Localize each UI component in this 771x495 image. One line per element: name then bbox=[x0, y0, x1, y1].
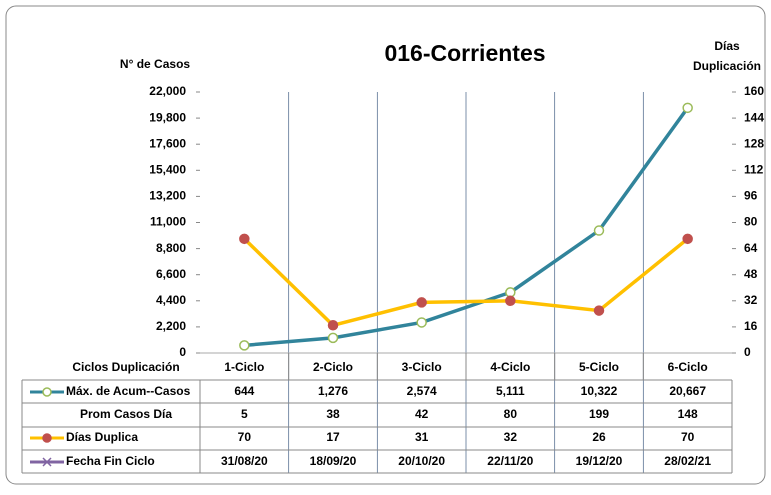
y-tick-label: 2,200 bbox=[156, 319, 186, 333]
x-tick-label: 5-Ciclo bbox=[579, 360, 619, 374]
y2-tick-label: 32 bbox=[744, 293, 758, 307]
table-cell: 19/12/20 bbox=[576, 454, 623, 468]
table-cell: 31 bbox=[415, 430, 429, 444]
y-tick-label: 8,800 bbox=[156, 241, 186, 255]
marker bbox=[505, 295, 516, 307]
y2-tick-label: 128 bbox=[744, 136, 764, 150]
marker bbox=[416, 297, 427, 308]
table-cell: 10,322 bbox=[581, 384, 618, 398]
y-tick-label: 11,000 bbox=[150, 215, 186, 229]
marker bbox=[327, 320, 339, 331]
table-cell: 2,574 bbox=[407, 384, 437, 398]
marker bbox=[327, 332, 339, 344]
marker bbox=[593, 305, 605, 316]
table-cell: 17 bbox=[326, 430, 340, 444]
legend-label: Días Duplica bbox=[66, 430, 138, 444]
x-tick-label: 3-Ciclo bbox=[402, 360, 442, 374]
y2-tick-label: 112 bbox=[744, 162, 764, 176]
table-cell: 5 bbox=[241, 407, 248, 421]
marker bbox=[682, 102, 693, 114]
y2-tick-label: 64 bbox=[744, 241, 758, 255]
y-tick-label: 19,800 bbox=[149, 110, 186, 124]
table-cell: 70 bbox=[681, 430, 695, 444]
y-tick-label: 6,600 bbox=[156, 267, 186, 281]
table-cell: 80 bbox=[504, 407, 518, 421]
y-tick-label: 13,200 bbox=[149, 189, 186, 203]
y2-tick-label: 48 bbox=[744, 267, 758, 281]
y2-tick-label: 144 bbox=[744, 110, 764, 124]
table-cell: 199 bbox=[589, 407, 609, 421]
marker bbox=[239, 340, 250, 351]
y-tick-label: 15,400 bbox=[149, 162, 186, 176]
table-cell: 42 bbox=[415, 407, 429, 421]
marker bbox=[682, 233, 693, 245]
y2-tick-label: 160 bbox=[744, 84, 764, 98]
marker bbox=[505, 287, 516, 298]
legend-label: Fecha Fin Ciclo bbox=[66, 454, 155, 468]
table-cell: 148 bbox=[678, 407, 698, 421]
line bbox=[243, 237, 689, 328]
y2-tick-label: 0 bbox=[744, 345, 751, 359]
table-cell: 28/02/21 bbox=[664, 454, 711, 468]
legend-marker bbox=[42, 433, 52, 443]
y-tick-label: 0 bbox=[179, 345, 186, 359]
table-cell: 20,667 bbox=[669, 384, 706, 398]
x-tick-label: 1-Ciclo bbox=[224, 360, 264, 374]
x-tick-label: 2-Ciclo bbox=[313, 360, 353, 374]
table-cell: 70 bbox=[238, 430, 252, 444]
chart-border bbox=[5, 5, 766, 485]
table-cell: 38 bbox=[326, 407, 340, 421]
y-tick-label: 17,600 bbox=[149, 136, 186, 150]
marker bbox=[593, 225, 605, 236]
line bbox=[244, 106, 690, 348]
table-cell: 5,111 bbox=[496, 384, 525, 398]
y2-tick-label: 96 bbox=[744, 189, 758, 203]
table-cell: 644 bbox=[234, 384, 254, 398]
table-cell: 1,276 bbox=[318, 384, 348, 398]
y-tick-label: 4,400 bbox=[156, 293, 186, 307]
table-cell: 18/09/20 bbox=[310, 454, 357, 468]
table-cell: 20/10/20 bbox=[398, 454, 445, 468]
chart-title: 016-Corrientes bbox=[384, 40, 545, 66]
legend-marker bbox=[42, 457, 52, 467]
y2-axis-label: Duplicación bbox=[693, 59, 761, 73]
legend-marker bbox=[42, 387, 52, 397]
y-tick-label: 22,000 bbox=[149, 84, 186, 98]
y-axis-label: N° de Casos bbox=[120, 57, 190, 71]
y2-tick-label: 16 bbox=[744, 319, 758, 333]
legend-label: Máx. de Acum--Casos bbox=[66, 384, 191, 398]
marker bbox=[239, 233, 250, 245]
table-cell: 31/08/20 bbox=[221, 454, 268, 468]
legend-label: Prom Casos Día bbox=[80, 407, 172, 421]
y2-tick-label: 80 bbox=[744, 215, 758, 229]
x-tick-label: 4-Ciclo bbox=[490, 360, 530, 374]
y2-axis-label: Días bbox=[714, 39, 740, 53]
table-cell: 26 bbox=[592, 430, 606, 444]
marker bbox=[416, 317, 427, 328]
x-axis-label: Ciclos Duplicación bbox=[72, 360, 179, 374]
table-cell: 22/11/20 bbox=[487, 454, 533, 468]
table-cell: 32 bbox=[504, 430, 518, 444]
x-tick-label: 6-Ciclo bbox=[668, 360, 708, 374]
